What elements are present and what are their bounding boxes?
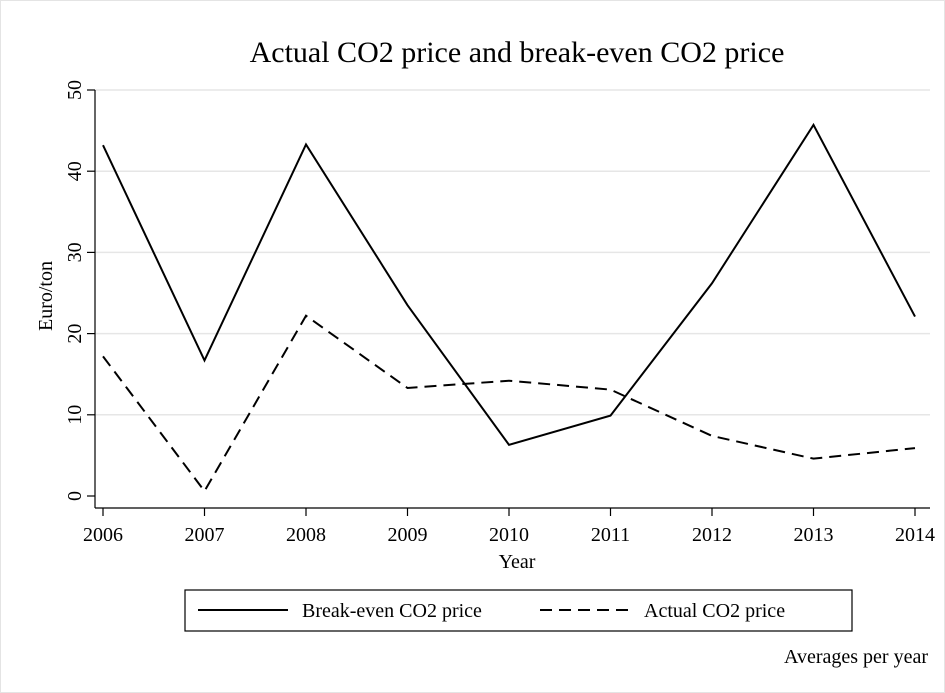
series-line <box>102 122 916 446</box>
y-tick-label: 0 <box>64 491 86 501</box>
legend-label: Break-even CO2 price <box>302 600 482 622</box>
y-tick-label: 50 <box>64 80 86 100</box>
legend: Break-even CO2 price Actual CO2 price <box>184 589 853 632</box>
x-tick-label: 2011 <box>591 524 630 546</box>
x-tick-label: 2012 <box>692 524 732 546</box>
x-tick-label: 2009 <box>388 524 428 546</box>
y-tick-label: 30 <box>64 242 86 262</box>
y-tick-label: 20 <box>64 324 86 344</box>
series-line <box>102 314 916 493</box>
plot-area: 0 10 20 30 40 50 2006 2007 2008 2009 2010 2011 2012 2… <box>64 80 935 546</box>
y-tick-label: 40 <box>64 161 86 181</box>
x-tick-label: 2010 <box>489 524 529 546</box>
x-tick-label: 2006 <box>83 524 123 546</box>
y-axis-label: Euro/ton <box>35 261 57 331</box>
note: Averages per year <box>784 646 928 668</box>
y-tick-label: 10 <box>64 405 86 425</box>
chart-title: Actual CO2 price and break-even CO2 pric… <box>250 36 785 69</box>
legend-label: Actual CO2 price <box>644 600 785 622</box>
x-tick-label: 2014 <box>895 524 935 546</box>
x-tick-label: 2013 <box>794 524 834 546</box>
x-tick-label: 2008 <box>286 524 326 546</box>
legend-box <box>184 589 853 632</box>
x-axis-label: Year <box>499 551 536 573</box>
x-tick-label: 2007 <box>185 524 225 546</box>
